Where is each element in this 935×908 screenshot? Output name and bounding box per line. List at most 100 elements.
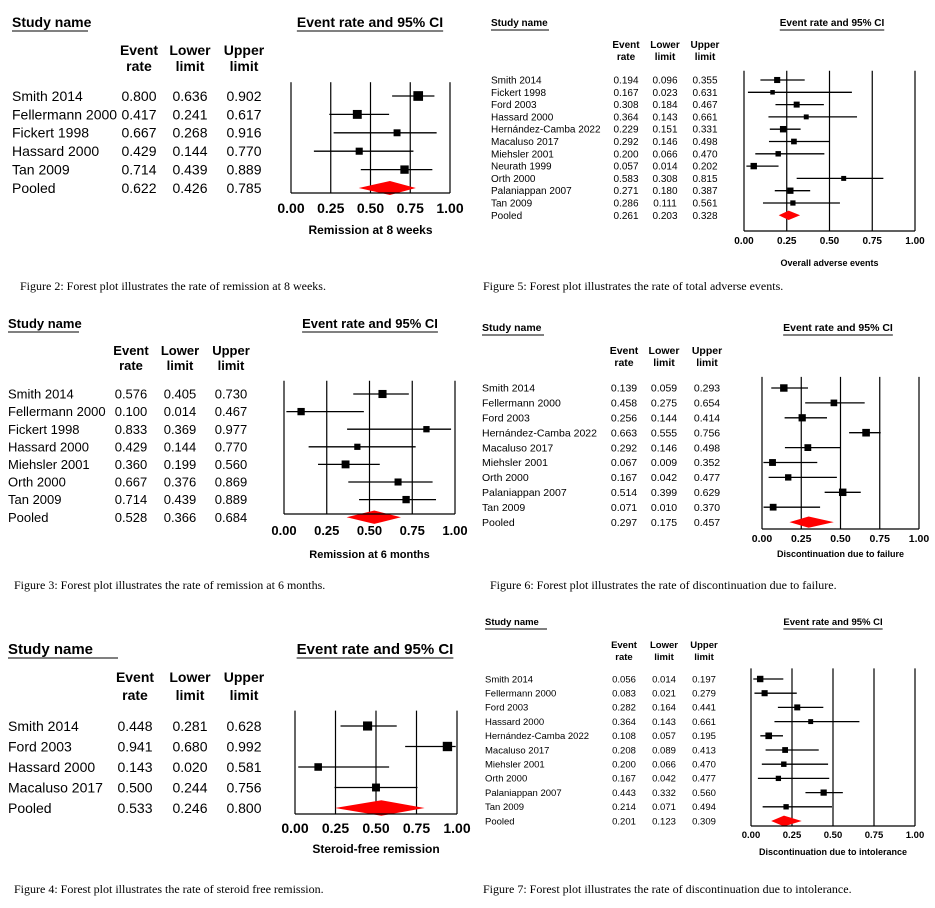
lower-limit-value: 0.021 [652, 689, 676, 700]
study-name: Hernández-Camba 2022 [485, 731, 589, 742]
lower-limit-value: 0.066 [652, 149, 677, 160]
lower-limit-value: 0.151 [652, 125, 677, 136]
upper-limit-value: 0.293 [694, 383, 720, 395]
point-estimate-box [775, 775, 782, 782]
point-estimate-box [402, 495, 410, 504]
point-estimate-box [769, 503, 777, 511]
event-rate-value: 0.167 [612, 774, 636, 785]
study-name: Miehsler 2001 [482, 457, 548, 469]
x-tick-label: 0.25 [783, 830, 802, 841]
study-name: Miehsler 2001 [485, 760, 545, 771]
lower-limit-value: 0.199 [164, 457, 197, 472]
event-rate-value: 0.100 [115, 404, 148, 419]
study-name: Ford 2003 [482, 412, 530, 424]
upper-limit-value: 0.770 [215, 439, 248, 454]
study-name: Smith 2014 [8, 387, 74, 402]
upper-limit-value: 0.629 [694, 487, 720, 499]
upper-limit-value: 0.197 [692, 674, 716, 685]
event-rate-value: 0.458 [611, 398, 637, 410]
event-rate-value: 0.167 [613, 88, 638, 99]
upper-limit-value: 0.457 [694, 517, 720, 529]
lower-limit-value: 0.203 [652, 211, 677, 222]
upper-limit-value: 0.756 [694, 427, 720, 439]
lower-limit-value: 0.123 [652, 816, 676, 827]
column-header-line2: rate [126, 58, 152, 74]
study-name-header: Study name [485, 617, 539, 628]
x-tick-label: 0.75 [870, 533, 891, 545]
upper-limit-value: 0.560 [215, 457, 248, 472]
study-name: Palaniappan 2007 [485, 788, 562, 799]
event-rate-value: 0.261 [613, 211, 638, 222]
study-name: Tan 2009 [8, 492, 62, 507]
column-header-line1: Lower [169, 669, 211, 685]
event-rate-value: 0.514 [611, 487, 637, 499]
pooled-label: Pooled [485, 816, 515, 827]
study-name-header: Study name [8, 641, 93, 658]
lower-limit-value: 0.096 [652, 76, 677, 87]
pooled-diamond [334, 800, 425, 816]
lower-limit-value: 0.439 [164, 492, 197, 507]
study-name: Palaniappan 2007 [482, 487, 567, 499]
lower-limit-value: 0.268 [172, 125, 207, 141]
upper-limit-value: 0.815 [692, 174, 717, 185]
point-estimate-box [780, 384, 788, 392]
study-name: Fickert 1998 [8, 422, 80, 437]
study-name: Macaluso 2017 [491, 137, 559, 148]
column-header-line2: limit [218, 358, 245, 373]
lower-limit-value: 0.066 [652, 760, 676, 771]
event-rate-value: 0.500 [117, 779, 152, 795]
caption-fig5: Figure 5: Forest plot illustrates the ra… [483, 279, 784, 293]
x-axis-label: Remission at 6 months [309, 549, 429, 561]
event-rate-value: 0.282 [612, 703, 636, 714]
study-name: Ford 2003 [491, 100, 537, 111]
point-estimate-box [770, 90, 775, 95]
study-name: Orth 2000 [485, 774, 527, 785]
x-axis-label: Discontinuation due to intolerance [759, 847, 907, 857]
column-header-line2: limit [230, 58, 259, 74]
point-estimate-box [363, 721, 373, 731]
point-estimate-box [804, 444, 812, 451]
x-tick-label: 0.25 [791, 533, 812, 545]
study-name: Hernández-Camba 2022 [482, 427, 597, 439]
column-header-line1: Upper [692, 345, 722, 357]
upper-limit-value: 0.869 [215, 475, 248, 490]
study-name: Tan 2009 [485, 802, 524, 813]
x-axis-label: Discontinuation due to failure [777, 549, 904, 559]
event-rate-value: 0.271 [613, 186, 638, 197]
point-estimate-box [830, 399, 838, 407]
event-rate-value: 0.286 [613, 199, 638, 210]
event-rate-value: 0.663 [611, 427, 637, 439]
x-tick-label: 0.75 [400, 523, 425, 538]
point-estimate-box [393, 129, 401, 137]
x-tick-label: 0.00 [281, 820, 308, 836]
event-rate-value: 0.800 [121, 88, 156, 104]
event-rate-value: 0.167 [611, 472, 637, 484]
x-tick-label: 0.50 [830, 533, 851, 545]
forest-plot-fig4: Study name Event rate and 95% CI Event rate… [0, 630, 471, 870]
upper-limit-value: 0.331 [692, 125, 717, 136]
lower-limit-value: 0.042 [651, 472, 677, 484]
forest-plot-fig5: Study name Event rate and 95% CI Event rate… [478, 0, 933, 275]
column-header-line1: Event [611, 640, 638, 651]
lower-limit-value: 0.244 [172, 779, 207, 795]
study-name: Fickert 1998 [491, 88, 546, 99]
event-rate-value: 0.201 [612, 816, 636, 827]
event-rate-value: 0.429 [121, 143, 156, 159]
upper-limit-value: 0.631 [692, 88, 717, 99]
lower-limit-value: 0.014 [164, 404, 197, 419]
lower-limit-value: 0.009 [651, 457, 677, 469]
study-name: Smith 2014 [491, 76, 542, 87]
upper-limit-value: 0.889 [226, 162, 261, 178]
lower-limit-value: 0.144 [172, 143, 207, 159]
lower-limit-value: 0.146 [652, 137, 677, 148]
event-rate-value: 0.229 [613, 125, 638, 136]
point-estimate-box [774, 76, 781, 84]
lower-limit-value: 0.111 [653, 199, 677, 210]
column-header-line2: limit [694, 652, 714, 663]
chart-title: Event rate and 95% CI [297, 14, 443, 30]
event-rate-value: 0.364 [612, 717, 636, 728]
upper-limit-value: 0.370 [694, 502, 720, 514]
lower-limit-value: 0.057 [652, 731, 676, 742]
upper-limit-value: 0.581 [226, 759, 261, 775]
event-rate-value: 0.071 [611, 502, 637, 514]
